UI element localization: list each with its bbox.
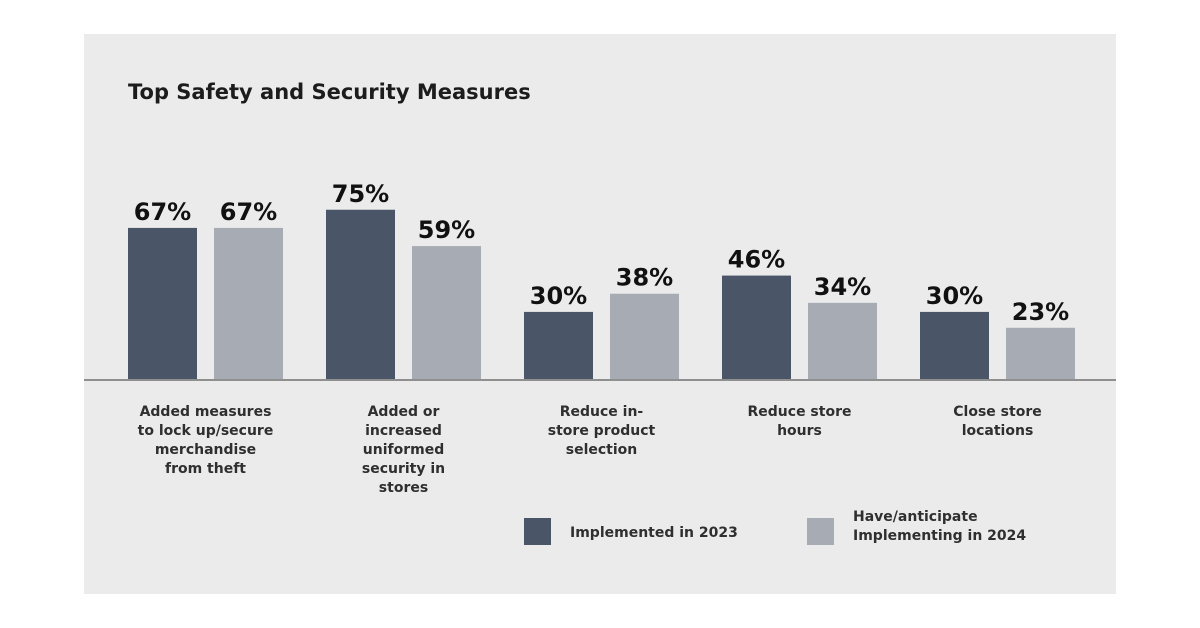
- value-label-2023-3: 30%: [530, 282, 587, 310]
- bar-2024-2: [412, 246, 481, 380]
- value-label-2023-4: 46%: [728, 246, 785, 274]
- category-label-3: Reduce in-store product selection: [512, 403, 692, 460]
- category-label-4: Reduce store hours: [710, 403, 890, 441]
- legend-label-line: Have/anticipate: [853, 509, 978, 525]
- category-label-line: selection: [565, 442, 638, 458]
- category-label-line: Added measures: [139, 404, 272, 420]
- bar-2023-2: [326, 209, 395, 380]
- category-label-line: security in: [361, 461, 446, 477]
- legend-label-line: Implemented in 2023: [570, 525, 738, 541]
- bar-2024-5: [1006, 327, 1075, 380]
- category-label-2: Added or increased uniformed security in sto…: [314, 403, 494, 498]
- legend-swatch-2024: [807, 518, 834, 545]
- legend-label-2024: Have/anticipate Implementing in 2024: [853, 508, 1026, 546]
- value-label-2024-5: 23%: [1012, 298, 1069, 326]
- category-label-1: Added measures to lock up/secure merchandi…: [116, 403, 296, 479]
- bar-2023-5: [920, 311, 989, 380]
- bar-2023-1: [128, 227, 197, 380]
- value-label-2023-2: 75%: [332, 180, 389, 208]
- bar-2024-3: [610, 293, 679, 380]
- bar-2023-4: [722, 275, 791, 380]
- value-label-2024-1: 67%: [220, 198, 277, 226]
- value-label-2023-1: 67%: [134, 198, 191, 226]
- category-label-line: hours: [777, 423, 822, 439]
- category-label-line: Close store: [953, 404, 1042, 420]
- chart-title: Top Safety and Security Measures: [128, 80, 531, 104]
- category-label-line: from theft: [164, 461, 246, 477]
- category-label-line: Reduce store: [747, 404, 852, 420]
- category-label-line: stores: [378, 480, 429, 496]
- category-label-line: Added or: [367, 404, 440, 420]
- bar-2023-3: [524, 311, 593, 380]
- category-label-line: locations: [961, 423, 1034, 439]
- value-label-2024-3: 38%: [616, 264, 673, 292]
- category-label-line: store product: [547, 423, 656, 439]
- legend-swatch-2023: [524, 518, 551, 545]
- bar-2024-4: [808, 302, 877, 380]
- category-label-line: merchandise: [154, 442, 257, 458]
- category-label-line: increased: [365, 423, 442, 439]
- category-label-5: Close store locations: [908, 403, 1088, 441]
- value-label-2024-2: 59%: [418, 216, 475, 244]
- category-label-line: to lock up/secure: [137, 423, 274, 439]
- legend-label-line: Implementing in 2024: [853, 528, 1027, 544]
- value-label-2023-5: 30%: [926, 282, 983, 310]
- value-label-2024-4: 34%: [814, 273, 871, 301]
- bar-2024-1: [214, 227, 283, 380]
- legend-label-2023: Implemented in 2023: [570, 524, 738, 543]
- category-label-line: uniformed: [362, 442, 445, 458]
- bars-group: 67% 75% 30% 46% 30% 67% 59% 38% 34% 23%: [128, 180, 1075, 380]
- category-label-line: Reduce in-: [559, 404, 644, 420]
